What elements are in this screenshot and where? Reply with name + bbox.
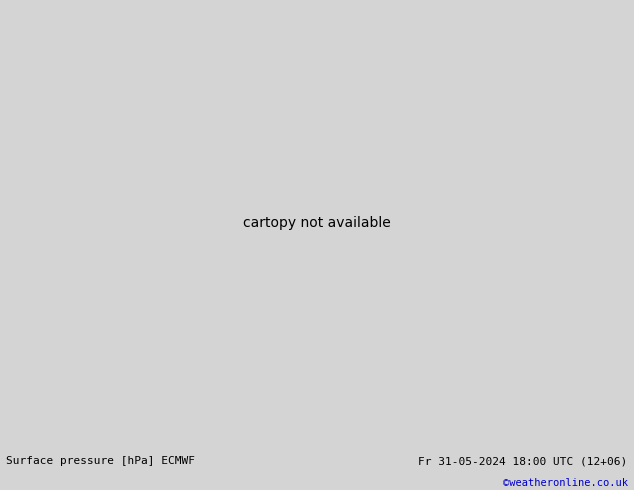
Text: cartopy not available: cartopy not available [243, 216, 391, 230]
Text: Surface pressure [hPa] ECMWF: Surface pressure [hPa] ECMWF [6, 456, 195, 466]
Text: ©weatheronline.co.uk: ©weatheronline.co.uk [503, 478, 628, 489]
Text: Fr 31-05-2024 18:00 UTC (12+06): Fr 31-05-2024 18:00 UTC (12+06) [418, 456, 628, 466]
